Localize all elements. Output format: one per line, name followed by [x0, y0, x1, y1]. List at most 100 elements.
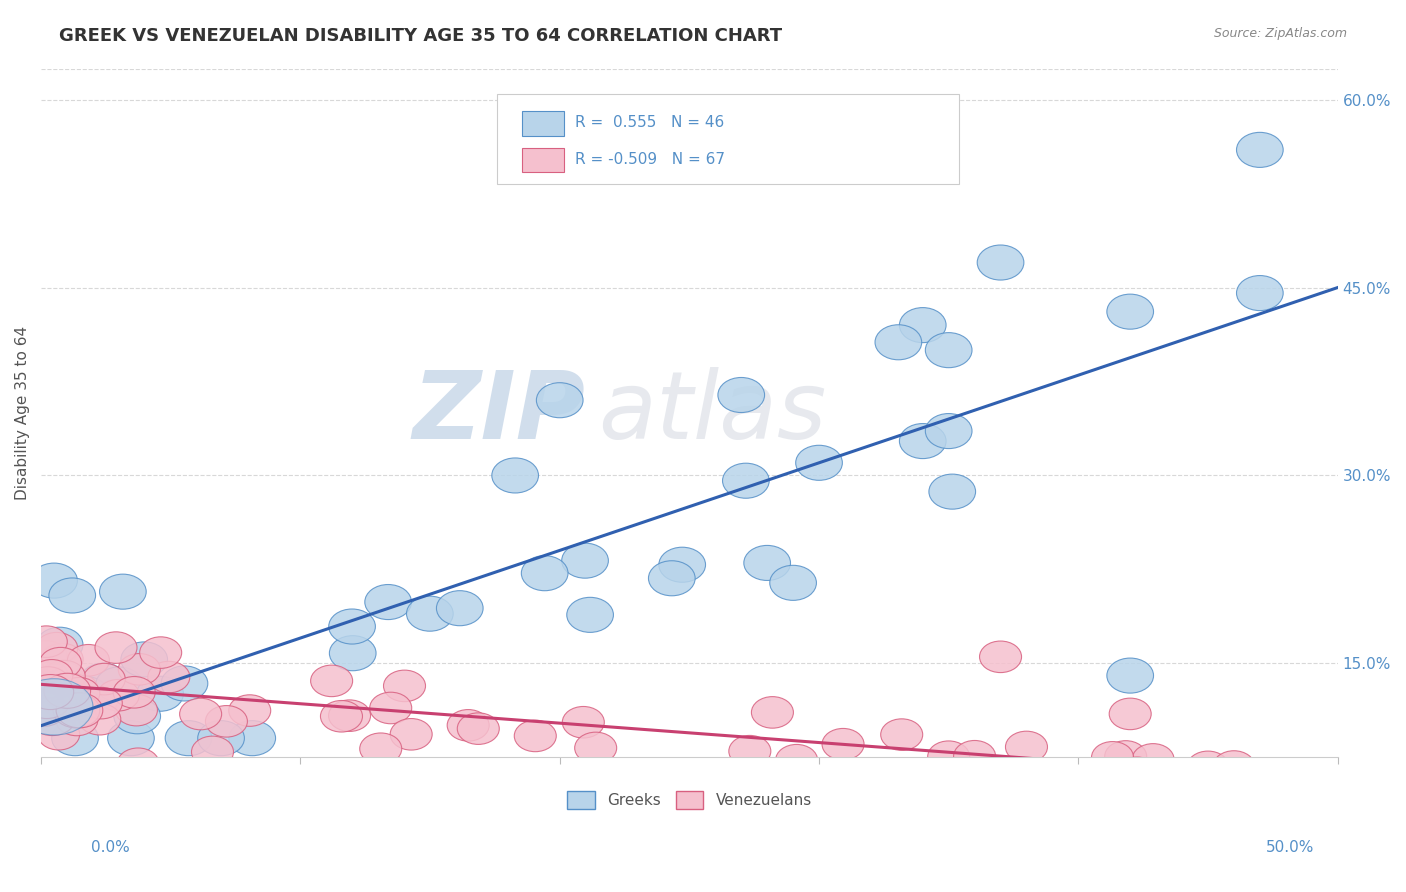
Ellipse shape — [980, 641, 1022, 673]
Ellipse shape — [58, 684, 100, 716]
Ellipse shape — [329, 636, 375, 671]
Ellipse shape — [108, 721, 155, 756]
Ellipse shape — [41, 661, 83, 692]
Ellipse shape — [567, 598, 613, 632]
Ellipse shape — [118, 654, 160, 685]
Ellipse shape — [1091, 741, 1133, 773]
Ellipse shape — [180, 698, 222, 730]
Ellipse shape — [536, 383, 583, 417]
Ellipse shape — [27, 660, 69, 691]
Ellipse shape — [1187, 751, 1229, 782]
Ellipse shape — [718, 120, 765, 155]
Ellipse shape — [406, 596, 453, 632]
Ellipse shape — [121, 642, 167, 677]
Ellipse shape — [205, 706, 247, 737]
Ellipse shape — [114, 698, 160, 734]
Ellipse shape — [875, 325, 922, 359]
Ellipse shape — [1160, 764, 1201, 797]
Ellipse shape — [983, 780, 1025, 813]
Ellipse shape — [925, 333, 972, 368]
Ellipse shape — [139, 637, 181, 668]
Ellipse shape — [31, 563, 77, 599]
Ellipse shape — [27, 674, 73, 709]
Ellipse shape — [769, 566, 817, 600]
Ellipse shape — [929, 475, 976, 509]
Text: R = -0.509   N = 67: R = -0.509 N = 67 — [575, 152, 725, 167]
Ellipse shape — [42, 683, 89, 718]
Text: 50.0%: 50.0% — [1267, 840, 1315, 855]
Ellipse shape — [880, 719, 922, 750]
Text: R =  0.555   N = 46: R = 0.555 N = 46 — [575, 115, 724, 130]
Ellipse shape — [56, 704, 98, 736]
FancyBboxPatch shape — [522, 112, 564, 136]
Ellipse shape — [799, 813, 839, 844]
Ellipse shape — [1116, 757, 1159, 789]
Ellipse shape — [229, 721, 276, 756]
Ellipse shape — [30, 700, 76, 736]
Ellipse shape — [53, 693, 100, 728]
Ellipse shape — [457, 713, 499, 745]
Ellipse shape — [329, 700, 371, 731]
Ellipse shape — [115, 694, 157, 726]
Ellipse shape — [1213, 785, 1256, 816]
Ellipse shape — [928, 804, 970, 835]
Ellipse shape — [575, 732, 617, 764]
Ellipse shape — [24, 683, 70, 719]
Ellipse shape — [27, 666, 69, 698]
Ellipse shape — [52, 721, 98, 756]
Ellipse shape — [80, 663, 127, 698]
Ellipse shape — [44, 673, 90, 708]
Ellipse shape — [96, 632, 136, 664]
Ellipse shape — [100, 574, 146, 609]
Ellipse shape — [148, 661, 190, 693]
Ellipse shape — [1105, 740, 1147, 772]
Ellipse shape — [83, 664, 125, 695]
Ellipse shape — [515, 720, 557, 752]
Ellipse shape — [384, 670, 426, 702]
Legend: Greeks, Venezuelans: Greeks, Venezuelans — [561, 785, 818, 814]
Ellipse shape — [311, 665, 353, 697]
Ellipse shape — [1236, 132, 1284, 168]
Ellipse shape — [25, 640, 67, 672]
Ellipse shape — [1161, 791, 1204, 822]
Text: ZIP: ZIP — [413, 367, 586, 458]
Text: Source: ZipAtlas.com: Source: ZipAtlas.com — [1213, 27, 1347, 40]
Ellipse shape — [191, 736, 233, 768]
Ellipse shape — [96, 667, 142, 702]
Ellipse shape — [329, 609, 375, 644]
Ellipse shape — [1005, 731, 1047, 763]
Ellipse shape — [796, 445, 842, 480]
Y-axis label: Disability Age 35 to 64: Disability Age 35 to 64 — [15, 326, 30, 500]
Ellipse shape — [165, 721, 212, 756]
Ellipse shape — [79, 704, 121, 735]
Text: 0.0%: 0.0% — [91, 840, 131, 855]
Ellipse shape — [41, 643, 83, 675]
Ellipse shape — [1236, 276, 1284, 310]
Ellipse shape — [117, 748, 159, 780]
Ellipse shape — [492, 458, 538, 493]
Ellipse shape — [562, 543, 609, 578]
Ellipse shape — [925, 414, 972, 449]
Ellipse shape — [900, 308, 946, 343]
Ellipse shape — [38, 718, 80, 750]
Text: atlas: atlas — [599, 368, 827, 458]
Ellipse shape — [648, 561, 695, 596]
Ellipse shape — [522, 556, 568, 591]
Ellipse shape — [447, 709, 489, 741]
FancyBboxPatch shape — [522, 148, 564, 172]
Ellipse shape — [751, 697, 793, 728]
Ellipse shape — [67, 645, 110, 676]
Ellipse shape — [31, 659, 73, 691]
Ellipse shape — [56, 673, 98, 705]
Ellipse shape — [900, 424, 946, 458]
Ellipse shape — [776, 745, 818, 776]
Ellipse shape — [114, 676, 155, 708]
Ellipse shape — [31, 688, 77, 723]
Ellipse shape — [80, 688, 122, 719]
Ellipse shape — [1107, 294, 1153, 329]
Ellipse shape — [977, 245, 1024, 280]
Ellipse shape — [953, 740, 995, 772]
Ellipse shape — [136, 676, 183, 711]
Ellipse shape — [823, 729, 865, 760]
Ellipse shape — [1109, 698, 1152, 730]
